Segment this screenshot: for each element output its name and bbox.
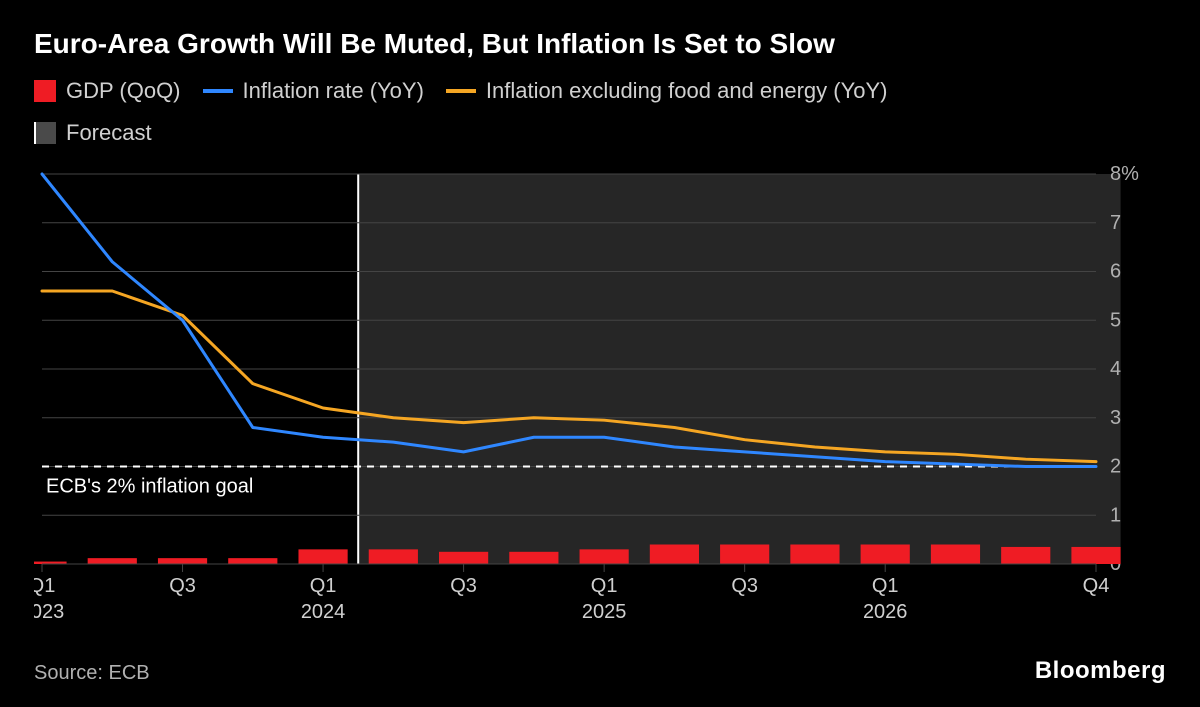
gdp-bar — [861, 545, 910, 565]
y-tick-label: 8% — [1110, 164, 1139, 185]
gdp-bar — [369, 549, 418, 564]
gdp-bar — [509, 552, 558, 564]
gdp-bar — [720, 545, 769, 565]
swatch-core — [446, 89, 476, 93]
x-tick-quarter: Q3 — [169, 575, 196, 597]
gdp-bar — [650, 545, 699, 565]
x-tick-quarter: Q1 — [872, 575, 899, 597]
legend-item-core: Inflation excluding food and energy (YoY… — [446, 78, 888, 104]
gdp-bar — [931, 545, 980, 565]
gdp-bar — [580, 549, 629, 564]
x-tick-year: 2024 — [301, 601, 346, 623]
gdp-bar — [298, 549, 347, 564]
y-tick-label: 4 — [1110, 358, 1121, 380]
goal-annotation: ECB's 2% inflation goal — [46, 476, 253, 498]
gdp-bar — [88, 558, 137, 564]
gdp-bar — [439, 552, 488, 564]
legend-label-forecast: Forecast — [66, 120, 152, 146]
swatch-inflation — [203, 89, 233, 93]
y-tick-label: 2 — [1110, 456, 1121, 478]
x-tick-year: 2023 — [34, 601, 64, 623]
source-text: Source: ECB — [34, 662, 150, 685]
y-tick-label: 6 — [1110, 261, 1121, 283]
x-tick-year: 2026 — [863, 601, 908, 623]
legend-item-gdp: GDP (QoQ) — [34, 78, 181, 104]
y-tick-label: 1 — [1110, 504, 1121, 526]
brand-logo: Bloomberg — [1035, 657, 1166, 685]
x-tick-quarter: Q1 — [34, 575, 55, 597]
gdp-bar — [1001, 547, 1050, 564]
x-tick-quarter: Q1 — [591, 575, 618, 597]
gdp-bar — [158, 558, 207, 564]
swatch-gdp — [34, 80, 56, 102]
y-tick-label: 5 — [1110, 309, 1121, 331]
legend-item-inflation: Inflation rate (YoY) — [203, 78, 424, 104]
x-tick-year: 2025 — [582, 601, 627, 623]
gdp-bar — [1071, 547, 1120, 564]
chart-svg: 012345678%ECB's 2% inflation goalQ12023Q… — [34, 164, 1166, 634]
legend-label-gdp: GDP (QoQ) — [66, 78, 181, 104]
swatch-forecast — [34, 122, 56, 144]
gdp-bar — [228, 558, 277, 564]
y-tick-label: 3 — [1110, 407, 1121, 429]
legend-item-forecast: Forecast — [34, 120, 1166, 146]
y-tick-label: 7 — [1110, 212, 1121, 234]
chart-title: Euro-Area Growth Will Be Muted, But Infl… — [34, 28, 1166, 60]
chart-area: 012345678%ECB's 2% inflation goalQ12023Q… — [34, 164, 1166, 634]
legend-label-core: Inflation excluding food and energy (YoY… — [486, 78, 888, 104]
legend-label-inflation: Inflation rate (YoY) — [243, 78, 424, 104]
x-tick-quarter: Q3 — [450, 575, 477, 597]
x-tick-quarter: Q3 — [731, 575, 758, 597]
gdp-bar — [790, 545, 839, 565]
x-tick-quarter: Q4 — [1083, 575, 1110, 597]
x-tick-quarter: Q1 — [310, 575, 337, 597]
legend: GDP (QoQ) Inflation rate (YoY) Inflation… — [34, 78, 1166, 146]
